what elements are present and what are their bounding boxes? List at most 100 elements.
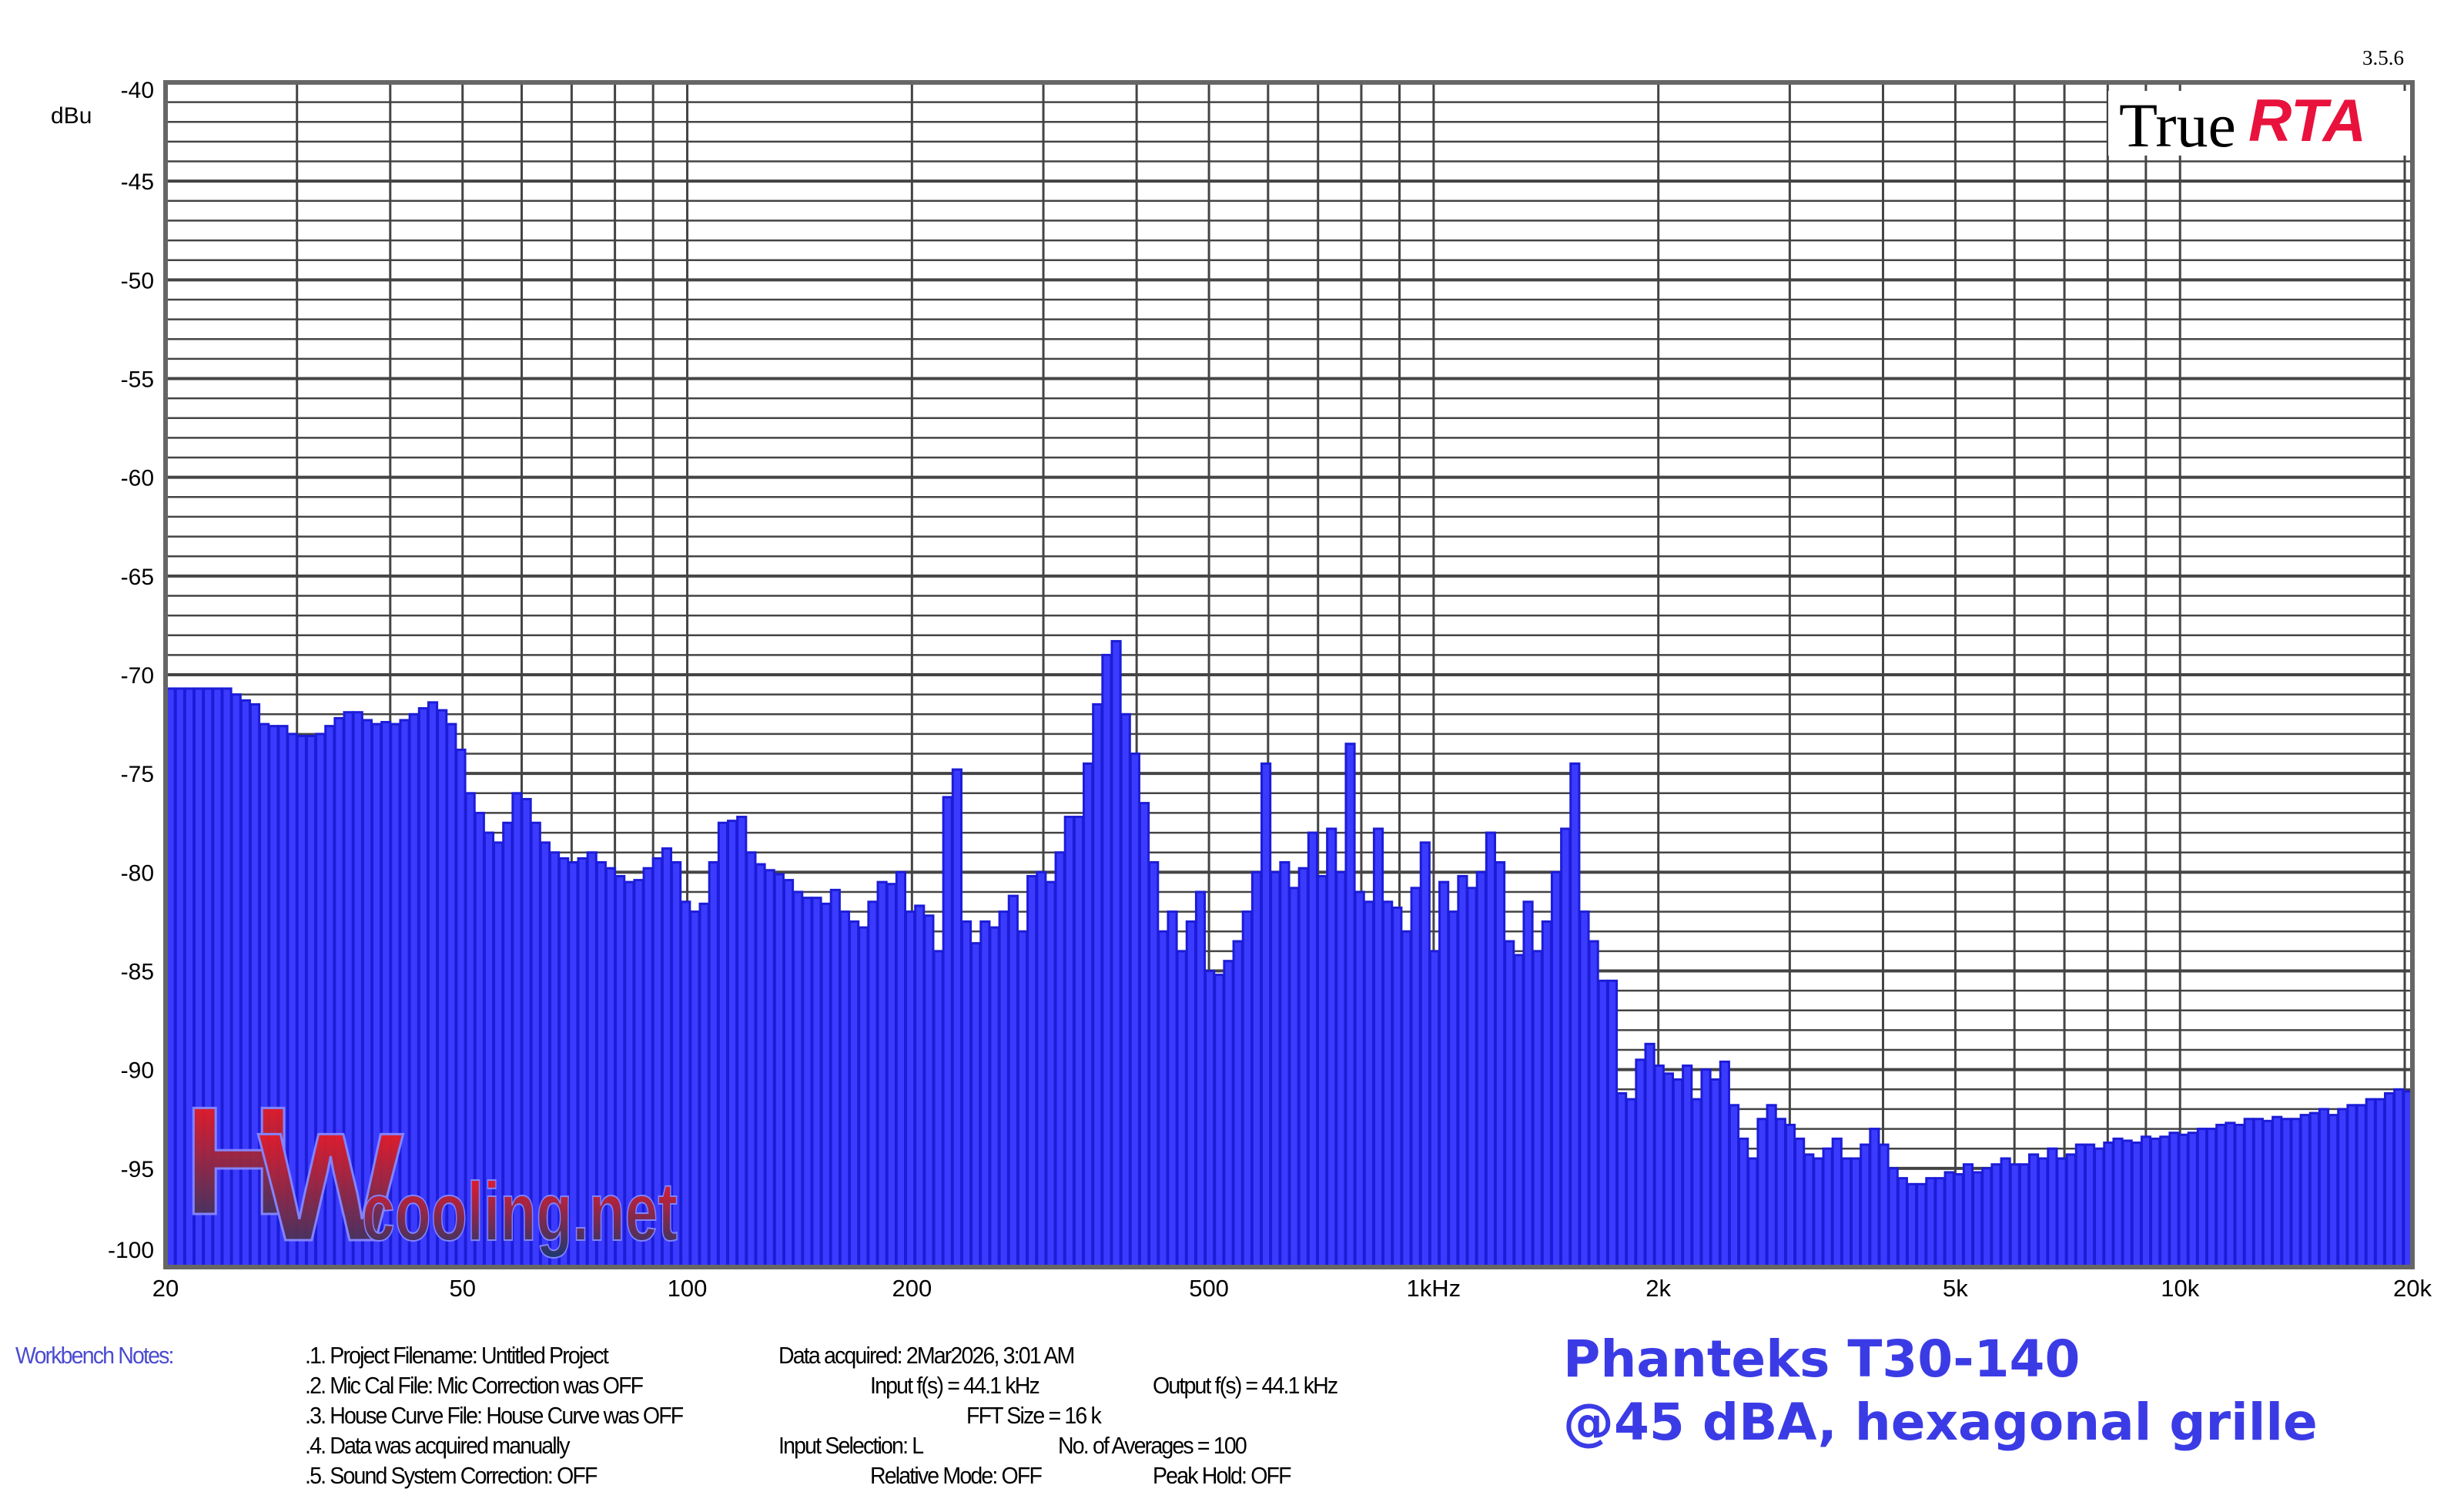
bar	[2056, 1157, 2067, 1269]
bar	[1354, 890, 1365, 1269]
bar	[1288, 887, 1300, 1269]
bar	[1138, 802, 1150, 1269]
note-peak-hold: Peak Hold: OFF	[1153, 1462, 1292, 1489]
logo-rta: RTA	[2248, 86, 2366, 154]
bar	[1036, 870, 1047, 1269]
bar	[2328, 1114, 2339, 1269]
bar	[2384, 1091, 2395, 1269]
bar	[1840, 1157, 1852, 1269]
bar	[2009, 1163, 2020, 1269]
bar	[1990, 1163, 2002, 1269]
bar	[2178, 1133, 2189, 1269]
bar	[802, 897, 813, 1269]
bar	[1204, 970, 1216, 1269]
note-input-selection: Input Selection: L	[778, 1432, 924, 1459]
bar	[1214, 974, 1225, 1269]
bar	[1541, 920, 1552, 1269]
bar	[1644, 1042, 1656, 1269]
bar	[1653, 1064, 1665, 1269]
y-axis-label: dBu	[51, 103, 92, 129]
bar	[1045, 880, 1056, 1269]
bar	[1522, 900, 1534, 1269]
bar	[2281, 1118, 2292, 1269]
bar	[1504, 940, 1515, 1269]
bar	[1756, 1118, 1768, 1269]
bar	[2393, 1088, 2405, 1269]
x-tick-label: 20k	[2393, 1275, 2432, 1302]
bar	[2225, 1121, 2236, 1269]
bar	[1728, 1104, 1740, 1269]
bar	[2355, 1104, 2367, 1269]
bar	[782, 879, 795, 1269]
bar	[998, 910, 1009, 1269]
bar	[698, 902, 710, 1269]
bar	[764, 869, 775, 1269]
bar	[2252, 1118, 2264, 1269]
bar	[1588, 940, 1599, 1269]
note-output-fs: Output f(s) = 44.1 kHz	[1153, 1372, 1338, 1399]
bar	[811, 897, 822, 1269]
bar	[2150, 1137, 2161, 1269]
chart-title-line-1: Phanteks T30-140	[1563, 1329, 2081, 1389]
svg-text:W: W	[258, 1101, 403, 1273]
bar	[1906, 1182, 1918, 1269]
bar	[1063, 816, 1075, 1269]
bar	[1513, 954, 1525, 1269]
bar	[2308, 1111, 2320, 1269]
bar	[2318, 1108, 2330, 1269]
bar	[849, 920, 860, 1269]
bar	[1606, 979, 1619, 1269]
y-tick-label: -65	[121, 565, 154, 590]
x-tick-label: 20	[152, 1275, 179, 1302]
bar	[1241, 910, 1253, 1269]
bar	[2131, 1142, 2142, 1269]
bar	[1335, 870, 1347, 1269]
bar	[960, 920, 973, 1269]
x-tick-label: 50	[449, 1275, 475, 1302]
truerta-logo: True RTA	[2108, 86, 2410, 160]
note-line-5: .5. Sound System Correction: OFF	[305, 1462, 598, 1489]
bar	[1073, 816, 1085, 1269]
note-line-2: .2. Mic Cal File: Mic Correction was OFF	[305, 1372, 644, 1399]
bar	[1475, 870, 1487, 1269]
bar	[839, 910, 851, 1269]
bar	[2094, 1147, 2105, 1269]
bar	[1831, 1137, 1843, 1269]
x-tick-label: 10k	[2161, 1275, 2199, 1302]
chart-title-line-2: @45 dBA, hexagonal grille	[1563, 1393, 2318, 1452]
bar	[727, 820, 738, 1269]
bar	[2243, 1118, 2255, 1269]
bar	[1129, 753, 1140, 1269]
y-tick-label: -95	[121, 1157, 154, 1182]
bar	[1925, 1177, 1937, 1269]
bar	[1775, 1118, 1786, 1269]
bar	[2037, 1157, 2049, 1269]
note-line-1: .1. Project Filename: Untitled Project	[305, 1342, 609, 1369]
y-tick-label: -60	[121, 466, 154, 491]
bar	[886, 883, 897, 1269]
bar	[1279, 861, 1291, 1269]
note-fft-size: FFT Size = 16 k	[966, 1402, 1102, 1429]
bar	[1232, 940, 1244, 1269]
bar	[1372, 827, 1384, 1269]
bar	[2018, 1163, 2030, 1269]
bar	[717, 821, 729, 1269]
bar	[1307, 831, 1318, 1269]
bar	[1794, 1137, 1806, 1269]
bar	[1185, 920, 1197, 1269]
note-data-acquired: Data acquired: 2Mar2026, 3:01 AM	[778, 1342, 1075, 1369]
bar	[2215, 1123, 2227, 1269]
bar	[923, 914, 935, 1269]
x-tick-label: 500	[1189, 1275, 1229, 1302]
bar	[1176, 950, 1187, 1269]
bar	[2374, 1098, 2386, 1269]
note-averages: No. of Averages = 100	[1058, 1432, 1247, 1459]
bar	[1250, 870, 1263, 1269]
bar	[1738, 1137, 1749, 1269]
bar	[914, 904, 926, 1269]
bar	[1943, 1171, 1955, 1269]
bar	[1934, 1177, 1946, 1269]
bar	[1419, 841, 1431, 1269]
bar	[1560, 827, 1572, 1269]
bar	[1635, 1058, 1646, 1269]
